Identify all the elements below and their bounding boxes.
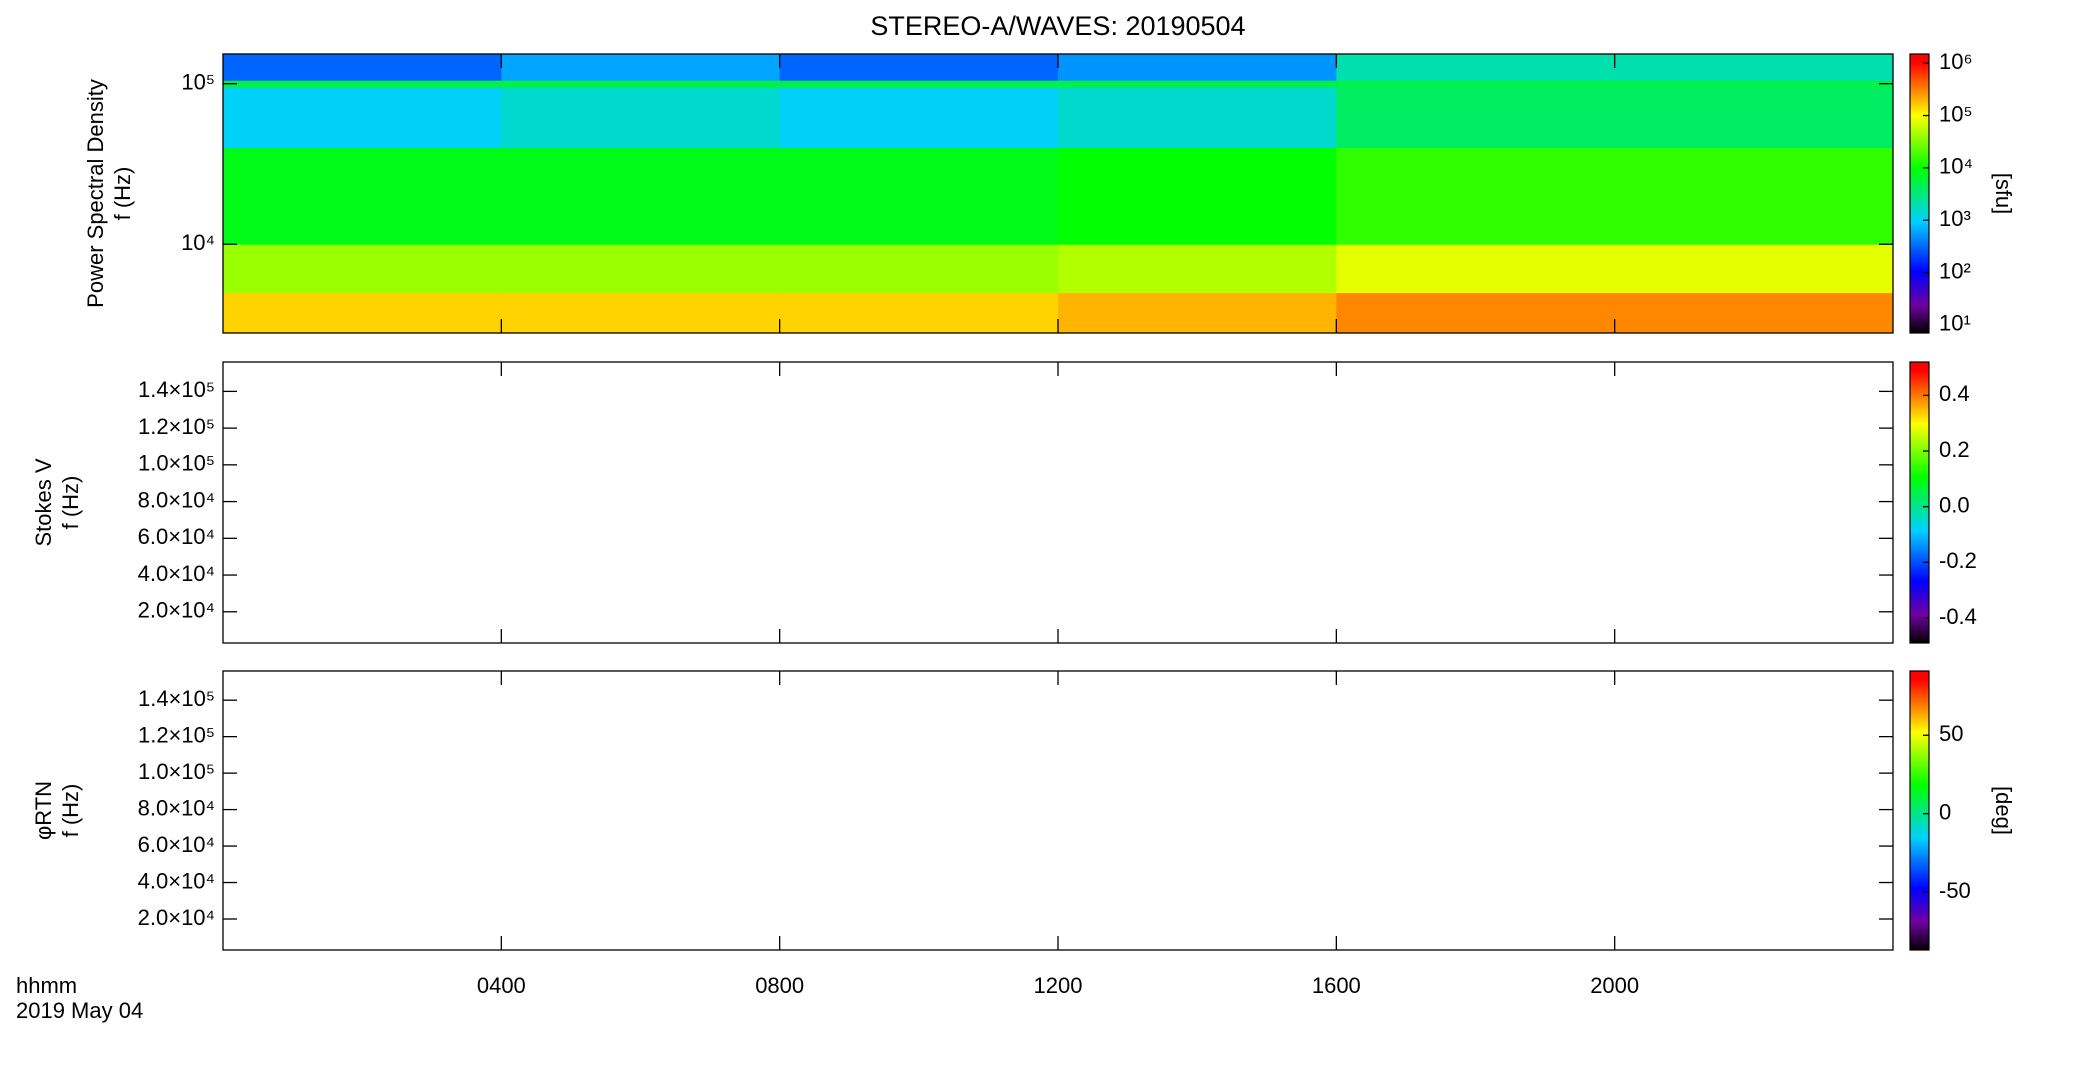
heatmap-cell (779, 80, 1059, 88)
y-axis-label: Power Spectral Density (83, 79, 108, 308)
colorbar-tick-label: 0 (1939, 799, 1951, 824)
heatmap-cell (1336, 87, 1616, 149)
heatmap-cell (223, 54, 502, 81)
y-tick-label: 2.0×10⁴ (138, 598, 215, 623)
chart-title: STEREO-A/WAVES: 20190504 (870, 11, 1245, 41)
heatmap-cell (1614, 80, 1894, 88)
heatmap-cell (223, 80, 502, 88)
heatmap-cell (501, 244, 781, 294)
heatmap-cell (223, 292, 502, 334)
heatmap-cell (1336, 244, 1616, 294)
heatmap-cell (1614, 292, 1894, 334)
y-tick-label: 1.2×10⁵ (138, 414, 215, 439)
x-tick-label: 0800 (755, 973, 804, 998)
heatmap-cell (1336, 292, 1616, 334)
heatmap-cell (779, 147, 1059, 245)
y-tick-label: 1.2×10⁵ (138, 722, 215, 747)
y-axis-label: Stokes V (31, 458, 56, 546)
y-tick-label: 6.0×10⁴ (138, 832, 215, 857)
colorbar-tick-label: 10⁴ (1939, 154, 1973, 179)
y-tick-label: 1.0×10⁵ (138, 451, 215, 476)
heatmap-cell (1058, 87, 1337, 149)
y-tick-label: 8.0×10⁴ (138, 795, 215, 820)
heatmap-cell (1058, 147, 1337, 245)
y-tick-label: 8.0×10⁴ (138, 487, 215, 512)
panel: 10⁴ 10⁵ Power Spectral Density f (Hz) 10¹ 10²… (83, 49, 2016, 336)
heatmap-cell (501, 54, 781, 81)
y-tick-label: 1.4×10⁵ (138, 377, 215, 402)
heatmap-cell (1614, 147, 1894, 245)
heatmap-cell (223, 87, 502, 149)
heatmap-cell (1614, 54, 1894, 81)
heatmap-cell (779, 292, 1059, 334)
y-axis-label: φRTN (31, 781, 56, 840)
colorbar-tick-label: 10⁶ (1939, 49, 1973, 74)
colorbar (1909, 670, 1930, 951)
y-axis-label: f (Hz) (110, 167, 135, 221)
colorbar-tick-label: -50 (1939, 878, 1971, 903)
colorbar-label: [deg] (1991, 786, 2016, 835)
heatmap-cell (1336, 54, 1616, 81)
colorbar-tick-label: 50 (1939, 721, 1963, 746)
y-tick-label: 10⁵ (181, 69, 215, 94)
heatmap-cell (501, 147, 781, 245)
colorbar-tick-label: 10² (1939, 258, 1971, 283)
y-axis-label: f (Hz) (58, 476, 83, 530)
colorbar-tick-label: 0.0 (1939, 492, 1970, 517)
x-tick-label: 1600 (1312, 973, 1361, 998)
colorbar-tick-label: -0.2 (1939, 548, 1977, 573)
plot-frame (222, 670, 1894, 951)
y-tick-label: 1.4×10⁵ (138, 686, 215, 711)
heatmap-cell (1058, 292, 1337, 334)
y-axis-label: f (Hz) (58, 784, 83, 838)
x-tick-label: 1200 (1034, 973, 1083, 998)
heatmap-cell (1058, 80, 1337, 88)
heatmap-cell (501, 80, 781, 88)
x-axis-label: hhmm (16, 973, 77, 998)
heatmap-cell (1614, 244, 1894, 294)
heatmap-cell (779, 244, 1059, 294)
x-tick-label: 0400 (477, 973, 526, 998)
colorbar (1909, 361, 1930, 644)
heatmap-cell (1336, 147, 1616, 245)
heatmap-cell (223, 147, 502, 245)
heatmap-cell (1614, 87, 1894, 149)
panel: 2.0×10⁴ 4.0×10⁴ 6.0×10⁴ 8.0×10⁴ 1.0×10⁵ 1.2×1… (31, 670, 2016, 998)
colorbar-tick-label: 0.4 (1939, 381, 1970, 406)
colorbar-tick-label: 10⁵ (1939, 101, 1973, 126)
colorbar (1909, 53, 1930, 334)
colorbar-tick-label: 10³ (1939, 206, 1971, 231)
heatmap-cell (501, 292, 781, 334)
heatmap-cell (1336, 80, 1616, 88)
y-tick-label: 2.0×10⁴ (138, 905, 215, 930)
heatmap-cell (1058, 54, 1337, 81)
y-tick-label: 1.0×10⁵ (138, 759, 215, 784)
y-tick-label: 10⁴ (181, 230, 215, 255)
colorbar-tick-label: -0.4 (1939, 604, 1977, 629)
heatmap-cell (1058, 244, 1337, 294)
date-label: 2019 May 04 (16, 998, 143, 1023)
panel: 2.0×10⁴ 4.0×10⁴ 6.0×10⁴ 8.0×10⁴ 1.0×10⁵ 1.2×1… (31, 361, 1977, 644)
colorbar-label: [sfu] (1991, 173, 2016, 215)
colorbar-tick-label: 10¹ (1939, 311, 1971, 336)
heatmap-cell (223, 244, 502, 294)
y-tick-label: 6.0×10⁴ (138, 524, 215, 549)
heatmap-cell (779, 54, 1059, 81)
colorbar-tick-label: 0.2 (1939, 437, 1970, 462)
plot-frame (222, 361, 1894, 644)
heatmap-cell (779, 87, 1059, 149)
y-tick-label: 4.0×10⁴ (138, 561, 215, 586)
x-tick-label: 2000 (1590, 973, 1639, 998)
heatmap-cell (501, 87, 781, 149)
y-tick-label: 4.0×10⁴ (138, 868, 215, 893)
